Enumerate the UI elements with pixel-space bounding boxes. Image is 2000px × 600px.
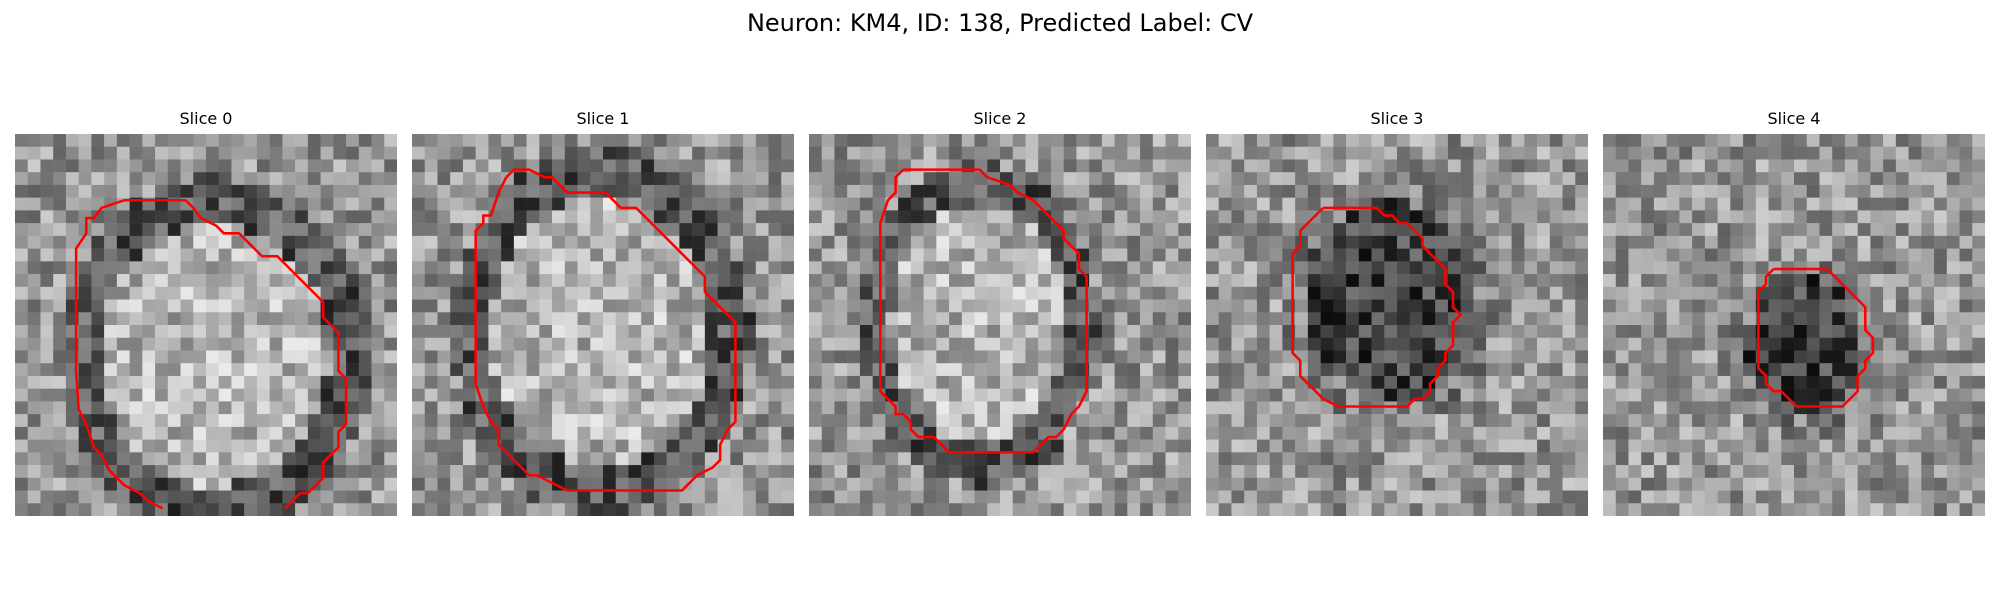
pixel-grid <box>412 134 794 516</box>
slice-title: Slice 2 <box>973 109 1027 128</box>
slice-image <box>1206 134 1588 516</box>
figure-title: Neuron: KM4, ID: 138, Predicted Label: C… <box>746 9 1254 37</box>
slice-title: Slice 4 <box>1767 109 1821 128</box>
slice-image <box>15 134 397 516</box>
slice-image <box>1603 134 1985 516</box>
slice-image <box>412 134 794 516</box>
contour-outline <box>474 168 737 492</box>
contour-outline <box>1757 267 1875 408</box>
pixel-grid <box>1206 134 1588 516</box>
slice-title: Slice 0 <box>179 109 233 128</box>
contour-outline <box>1291 206 1462 408</box>
pixel-grid <box>15 134 397 516</box>
contour-outline <box>74 198 348 510</box>
slice-title: Slice 3 <box>1370 109 1424 128</box>
pixel-grid <box>1603 134 1985 516</box>
pixel-grid <box>809 134 1191 516</box>
slice-image <box>809 134 1191 516</box>
slice-title: Slice 1 <box>576 109 630 128</box>
contour-outline <box>879 168 1088 454</box>
